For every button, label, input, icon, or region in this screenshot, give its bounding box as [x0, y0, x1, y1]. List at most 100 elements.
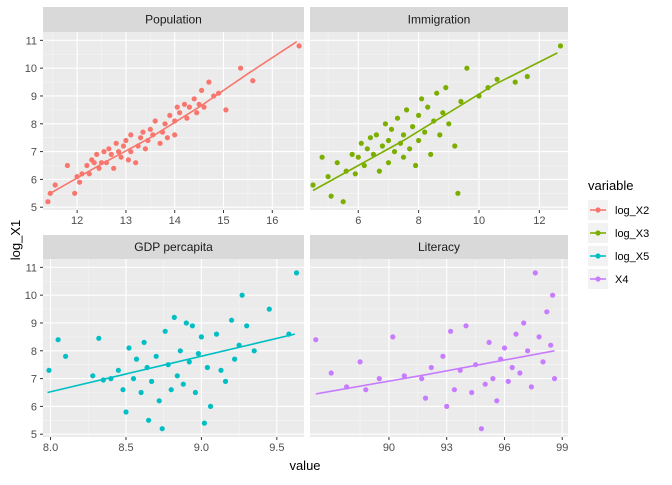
legend-label: log_X2 [615, 205, 649, 217]
data-point [180, 381, 186, 387]
data-point [440, 110, 446, 116]
data-point [177, 348, 183, 354]
data-point [494, 398, 500, 404]
data-point [464, 65, 470, 71]
data-point [524, 73, 530, 80]
data-point [63, 353, 69, 359]
data-point [229, 317, 235, 323]
data-point [149, 378, 155, 384]
data-point [77, 179, 83, 185]
data-point [444, 403, 450, 409]
data-point [133, 160, 139, 166]
data-point [168, 387, 174, 393]
data-point [162, 328, 168, 334]
data-point [521, 320, 527, 326]
data-point [352, 171, 358, 177]
data-point [189, 323, 195, 329]
data-point [46, 367, 52, 373]
data-point [410, 124, 416, 130]
data-point [422, 129, 428, 135]
data-point [385, 137, 392, 144]
data-point [115, 367, 121, 373]
data-point [451, 387, 457, 393]
x-tick-label: 12 [71, 215, 83, 227]
data-point [153, 353, 159, 359]
data-point [84, 162, 90, 169]
legend-item-log_X2: log_X2 [588, 200, 649, 220]
data-point [239, 292, 245, 298]
data-point [550, 292, 556, 298]
data-point [172, 132, 178, 138]
data-point [55, 337, 61, 343]
data-point [172, 118, 178, 124]
data-point [437, 132, 443, 138]
panel-strip [310, 7, 568, 32]
data-point [174, 373, 180, 379]
data-point [361, 162, 367, 169]
y-tick-label: 5 [31, 429, 37, 441]
data-point [443, 85, 449, 91]
data-point [206, 79, 212, 85]
x-axis-title: value [289, 458, 320, 473]
data-point [501, 345, 508, 351]
data-point [238, 65, 244, 71]
y-tick-label: 7 [31, 147, 37, 159]
data-point [98, 160, 105, 166]
data-point [222, 378, 229, 384]
data-point [108, 151, 114, 157]
data-point [416, 137, 422, 144]
data-point [536, 334, 542, 340]
data-point [47, 190, 53, 196]
data-point [517, 370, 523, 376]
data-point [376, 168, 382, 174]
y-tick-label: 11 [26, 262, 37, 274]
data-point [551, 376, 558, 382]
panel-title: Immigration [408, 13, 471, 27]
y-tick-label: 6 [31, 174, 37, 186]
data-point [196, 101, 202, 107]
plot-background [310, 32, 568, 210]
data-point [446, 121, 452, 127]
data-point [419, 96, 425, 102]
data-point [195, 351, 201, 357]
data-point [431, 118, 437, 124]
data-point [440, 353, 446, 359]
data-point [120, 387, 126, 393]
data-point [485, 85, 491, 91]
panel-title: Population [145, 13, 202, 27]
x-tick-label: 15 [217, 215, 229, 227]
data-point [213, 331, 220, 337]
data-point [357, 359, 363, 365]
data-point [482, 381, 488, 387]
data-point [528, 384, 535, 390]
legend-item-log_X5: log_X5 [588, 246, 649, 266]
data-point [428, 364, 434, 371]
data-point [401, 373, 407, 379]
legend-title: variable [588, 178, 634, 193]
data-point [120, 143, 127, 149]
data-point [463, 323, 469, 329]
data-point [363, 387, 369, 393]
fit-line [312, 52, 558, 192]
data-point [548, 342, 554, 348]
data-point [373, 132, 379, 138]
data-point [91, 160, 97, 166]
data-point [101, 149, 107, 155]
data-point [171, 314, 177, 320]
data-point [293, 270, 300, 276]
data-point [96, 165, 102, 171]
data-point [184, 115, 190, 121]
data-point [126, 345, 132, 351]
data-point [103, 160, 109, 166]
data-point [128, 132, 134, 138]
data-point [422, 395, 429, 401]
x-tick-label: 12 [533, 215, 545, 227]
x-tick-label: 13 [120, 215, 132, 227]
data-point [236, 342, 242, 348]
data-point [181, 101, 188, 107]
y-axis-title: log_X1 [8, 220, 23, 260]
x-tick-label: 93 [441, 442, 453, 454]
data-point [128, 149, 134, 155]
data-point [428, 151, 434, 157]
data-point [400, 132, 407, 138]
